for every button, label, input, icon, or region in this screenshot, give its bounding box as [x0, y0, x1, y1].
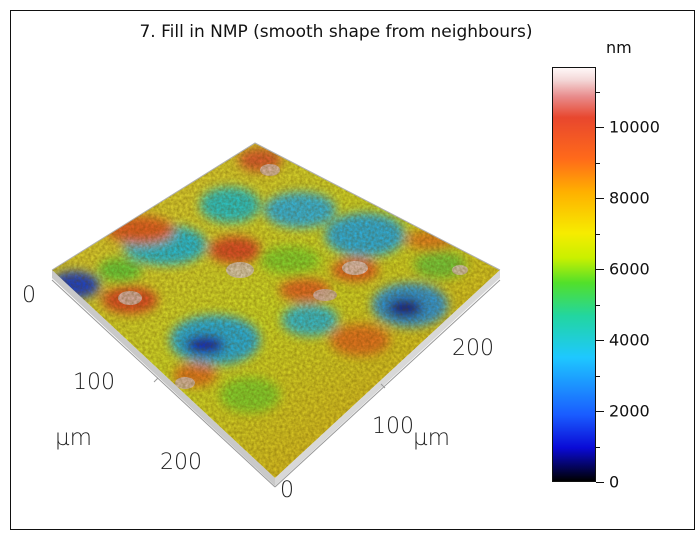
surface-side-left: [52, 270, 275, 486]
axis-left-unit-label: µm: [55, 425, 93, 451]
colorbar-unit: nm: [606, 38, 632, 57]
axis-left-origin-label: 0: [22, 283, 36, 308]
colorbar-tick-label: 0: [609, 472, 620, 492]
axis-right-unit-label: µm: [413, 425, 451, 451]
axis-right-tick: [380, 383, 386, 389]
colorbar-tick-label: 10000: [609, 117, 660, 137]
surface-side-right: [275, 270, 500, 486]
colorbar-major-tick: [596, 340, 604, 342]
colorbar-major-tick: [596, 127, 604, 129]
axis-right-origin-label: 0: [280, 478, 294, 503]
colorbar-minor-tick: [596, 91, 600, 93]
axis-right-line: [274, 279, 501, 488]
colorbar-tick-label: 6000: [609, 259, 650, 279]
axis-left-tick: [153, 377, 159, 383]
axis-right-mid-label: 100: [372, 414, 414, 439]
colorbar-minor-tick: [596, 375, 600, 377]
colorbar-minor-tick: [596, 446, 600, 448]
colorbar-minor-tick: [596, 162, 600, 164]
colorbar-major-tick: [596, 482, 604, 483]
colorbar-minor-tick: [596, 233, 600, 235]
colorbar: [552, 67, 596, 482]
colorbar-tick-label: 2000: [609, 401, 650, 421]
colorbar-major-tick: [596, 198, 604, 200]
colorbar-tick-label: 4000: [609, 330, 650, 350]
colorbar-tick-label: 8000: [609, 188, 650, 208]
axis-left-mid-label: 100: [73, 370, 115, 395]
colorbar-major-tick: [596, 411, 604, 413]
plot-title: 7. Fill in NMP (smooth shape from neighb…: [139, 22, 533, 42]
axis-left-line: [51, 279, 276, 488]
colorbar-minor-tick: [596, 304, 600, 306]
axis-left-end-label: 200: [160, 450, 202, 475]
axis-right-end-label: 200: [452, 336, 494, 361]
colorbar-major-tick: [596, 269, 604, 271]
